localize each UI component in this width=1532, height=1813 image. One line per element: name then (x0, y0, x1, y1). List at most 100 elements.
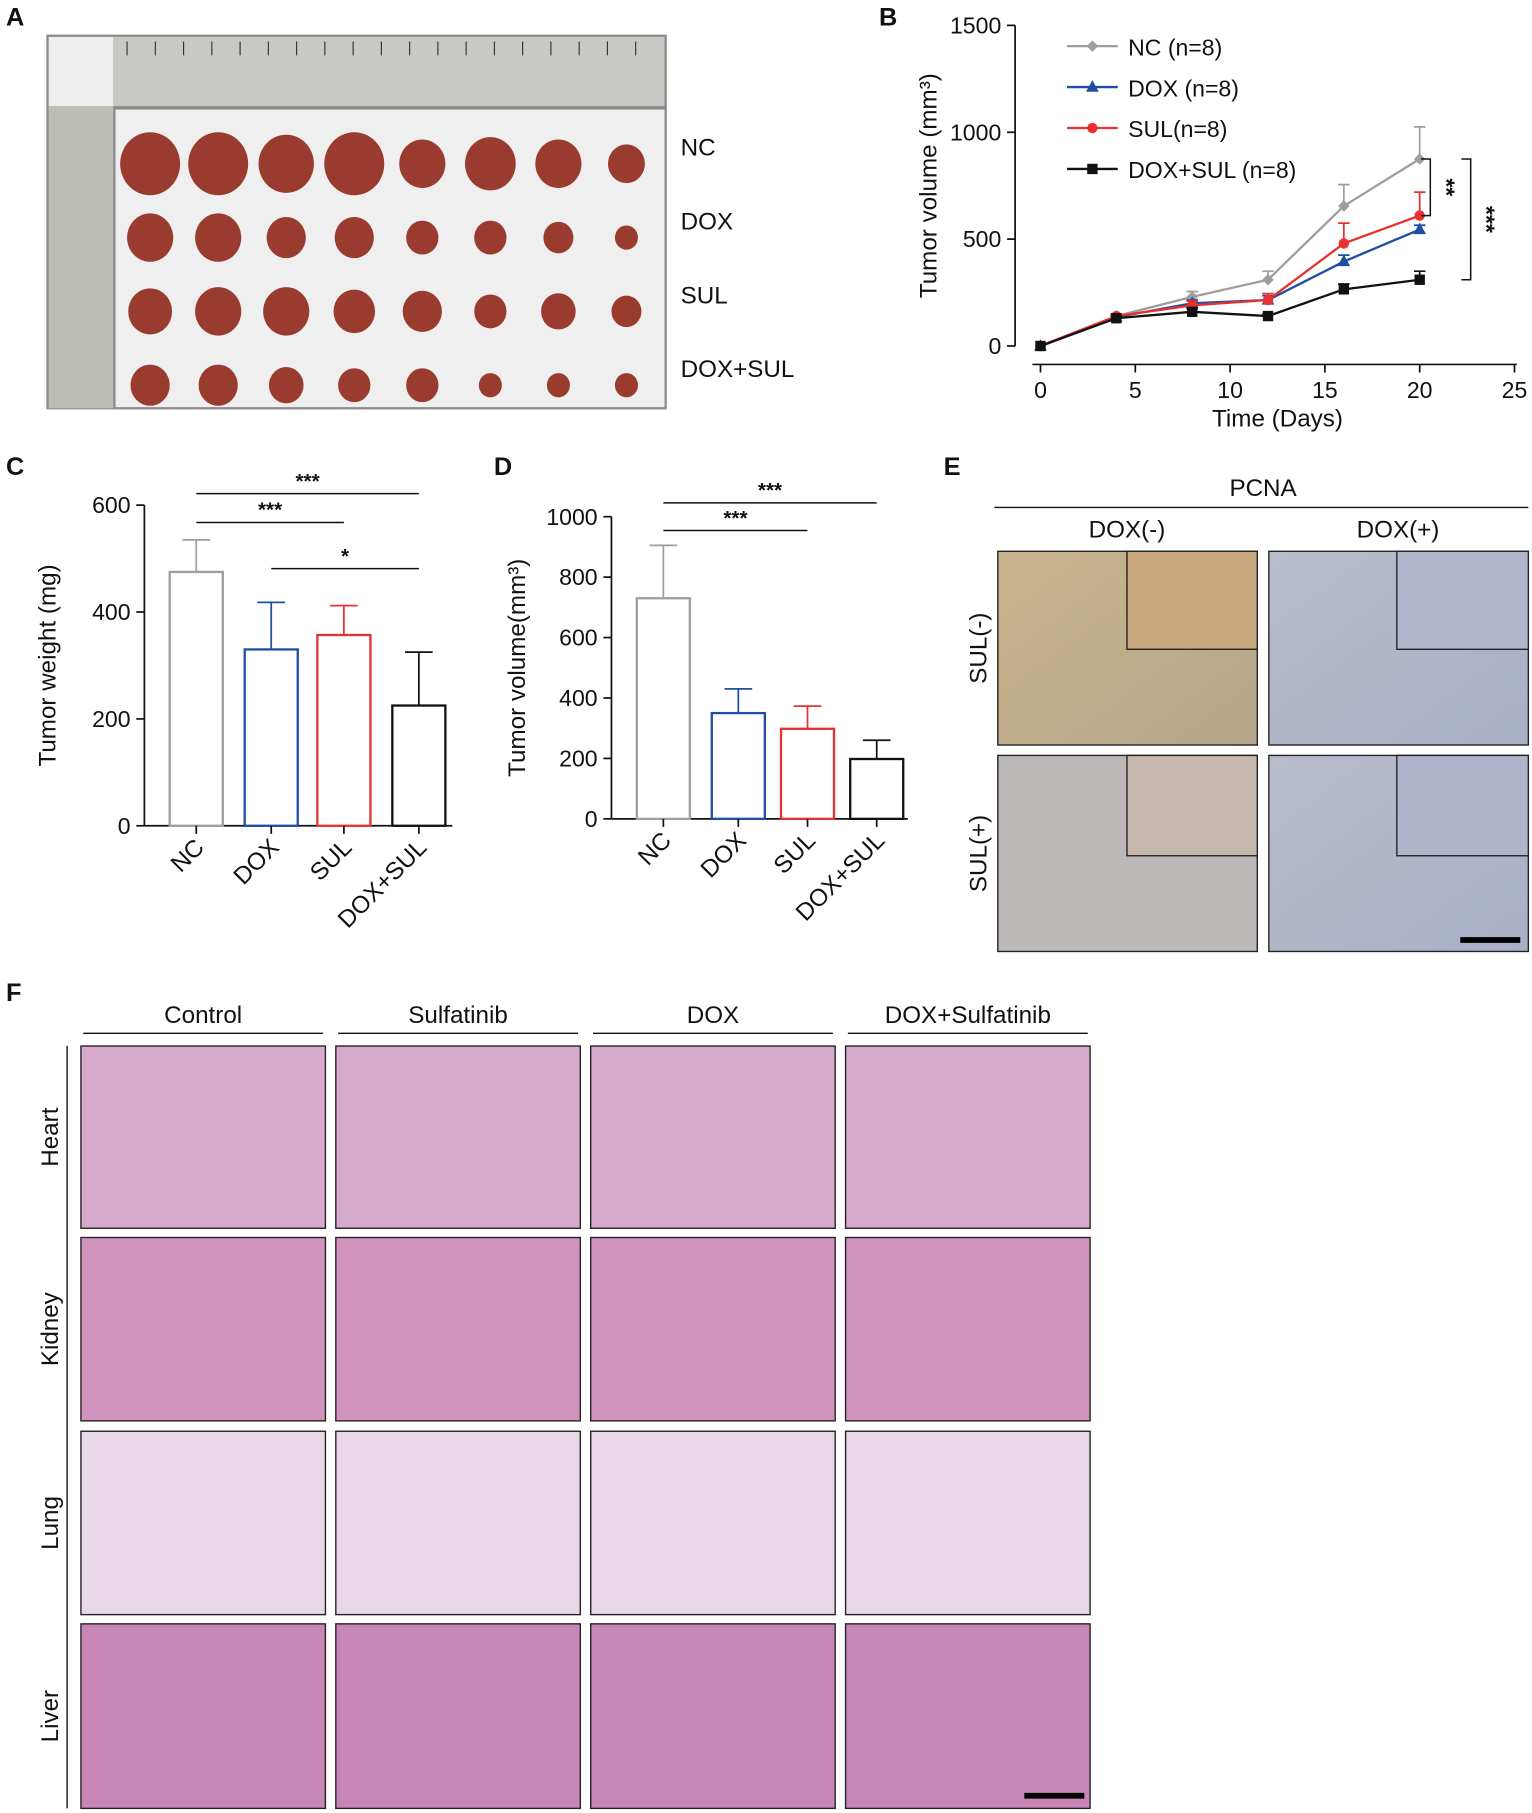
marker (1086, 80, 1099, 92)
he-image (844, 1236, 1091, 1422)
bar (779, 727, 836, 821)
significance-label: *** (758, 479, 783, 502)
tumor (406, 220, 439, 255)
error-bar (182, 539, 211, 572)
panel-label: F (6, 979, 22, 1007)
error-bar (257, 601, 286, 650)
bar (710, 711, 766, 821)
x-tick-label: 5 (1129, 377, 1142, 403)
line (1040, 278, 1420, 348)
y-tick-label: 1500 (950, 12, 1001, 38)
y-tick-label: 0 (585, 806, 598, 832)
panel-label: D (494, 453, 512, 481)
column-label: DOX (687, 1002, 739, 1029)
row-label: Kidney (37, 1291, 64, 1366)
column-label: Control (164, 1002, 242, 1029)
he-image (335, 1430, 582, 1616)
bar (168, 570, 224, 827)
tumor (614, 225, 638, 250)
tumor (333, 289, 376, 334)
tumor (195, 287, 242, 336)
significance-label: *** (258, 499, 283, 522)
marker (1413, 222, 1427, 235)
y-tick-label: 600 (92, 492, 130, 518)
tumor (406, 368, 439, 403)
he-images: Control Sulfatinib DOX DOX+Sulfatinib Heart K… (37, 1002, 1091, 1810)
y-axis-label: Tumor volume (mm³) (916, 73, 943, 298)
x-tick-label: NC (166, 834, 210, 878)
row-label: SUL(-) (965, 613, 992, 684)
x-tick-label: 15 (1312, 377, 1338, 403)
significance-label: *** (295, 470, 320, 493)
marker (1414, 210, 1425, 221)
ihc-images (997, 550, 1530, 953)
y-tick-label: 400 (92, 599, 130, 625)
panel-label: E (944, 453, 961, 481)
marker (1262, 273, 1274, 286)
he-image (844, 1623, 1091, 1810)
line (1040, 214, 1421, 348)
tumor (198, 364, 238, 406)
marker (1086, 40, 1099, 52)
marker (1262, 310, 1274, 322)
panel-title: PCNA (1229, 475, 1297, 502)
column-label: Sulfatinib (408, 1002, 508, 1029)
error-bar (793, 705, 822, 729)
panel-label: A (6, 3, 24, 31)
significance-bracket (1461, 158, 1472, 281)
bar (243, 648, 299, 827)
bar (849, 757, 905, 821)
he-image (80, 1430, 327, 1616)
marker (1186, 306, 1198, 317)
y-tick-label: 1000 (950, 119, 1001, 145)
x-tick-label: DOX (696, 827, 752, 883)
y-axis-label: Tumor volume(mm³) (504, 559, 531, 777)
x-tick-label: 10 (1217, 377, 1243, 403)
column-label: DOX(+) (1357, 516, 1440, 543)
tumor (188, 132, 249, 196)
significance-label: *** (1474, 206, 1500, 233)
he-image (80, 1623, 327, 1810)
tumor (614, 373, 638, 398)
tumor (478, 373, 502, 398)
y-tick-label: 0 (118, 813, 131, 839)
column-label: DOX+Sulfatinib (885, 1002, 1051, 1029)
he-image (335, 1045, 582, 1229)
tumor (258, 134, 314, 193)
tumor (268, 367, 304, 404)
tumor (266, 216, 306, 259)
tumor (399, 139, 446, 188)
tumor (474, 220, 507, 255)
error-bar (862, 739, 891, 760)
he-image (844, 1430, 1091, 1616)
x-tick-label: DOX (229, 834, 285, 890)
he-image (590, 1045, 836, 1229)
row-label: Heart (37, 1107, 64, 1166)
he-image (80, 1236, 327, 1422)
y-tick-label: 1000 (546, 504, 597, 530)
tumor (607, 144, 645, 184)
tumor (128, 288, 173, 335)
bar (391, 704, 447, 827)
legend-label: SUL(n=8) (1128, 116, 1227, 142)
tumor (535, 139, 582, 188)
tumor (130, 364, 170, 406)
y-tick-label: 500 (963, 226, 1001, 252)
tumor (402, 290, 442, 332)
marker (1337, 254, 1351, 267)
he-image (80, 1045, 327, 1229)
error-bar (330, 604, 358, 635)
error-bar (649, 544, 678, 599)
tumor (611, 295, 642, 328)
row-label: Liver (37, 1690, 64, 1742)
row-label: SUL (681, 282, 728, 309)
y-tick-label: 400 (559, 685, 597, 711)
tumor (541, 293, 576, 330)
tumor (120, 132, 181, 196)
row-label: Lung (37, 1496, 64, 1550)
row-label: DOX (681, 209, 733, 236)
tumor (127, 213, 174, 262)
tumor (338, 368, 371, 403)
he-image (335, 1236, 582, 1422)
